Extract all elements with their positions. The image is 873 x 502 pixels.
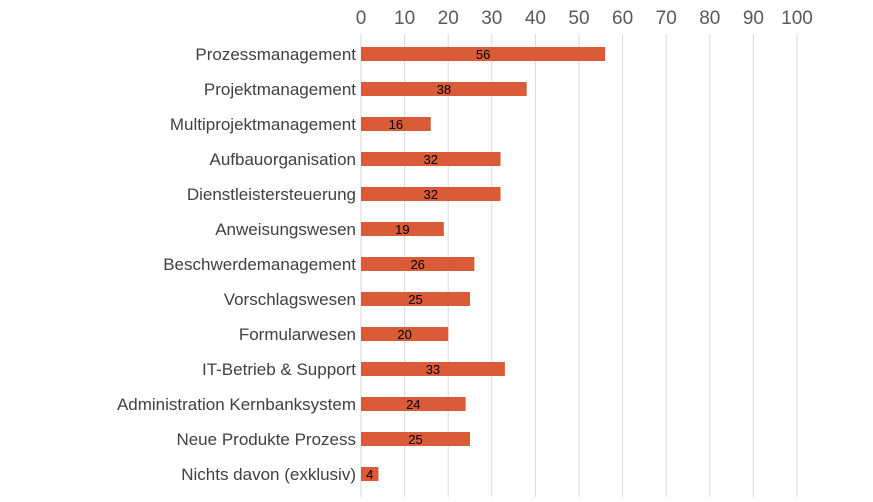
bar: [361, 292, 470, 306]
data-label: 33: [426, 362, 440, 377]
x-tick-label: 60: [612, 8, 633, 29]
data-label: 16: [389, 117, 403, 132]
data-label: 25: [408, 432, 422, 447]
bar: [361, 222, 444, 236]
data-label: 32: [424, 152, 438, 167]
bar: [361, 257, 475, 271]
x-axis-ticks: 0 10 20 30 40 50 60 70 80 90 100: [356, 8, 813, 29]
bar: [361, 327, 449, 341]
category-label: Administration Kernbanksystem: [117, 395, 356, 414]
data-label: 24: [406, 397, 420, 412]
category-label: Aufbauorganisation: [209, 150, 356, 169]
data-label: 4: [366, 467, 373, 482]
bar: [361, 82, 527, 96]
category-label: Projektmanagement: [204, 80, 356, 99]
x-tick-label: 30: [481, 8, 502, 29]
category-labels: Prozessmanagement Projektmanagement Multip…: [117, 45, 356, 484]
bar: [361, 117, 431, 131]
category-label: Neue Produkte Prozess: [176, 430, 356, 449]
x-tick-label: 50: [568, 8, 589, 29]
x-tick-label: 40: [525, 8, 546, 29]
bar: [361, 47, 606, 61]
x-tick-label: 80: [699, 8, 720, 29]
data-label: 32: [424, 187, 438, 202]
data-label: 26: [410, 257, 424, 272]
bars: [361, 47, 606, 481]
x-tick-label: 70: [656, 8, 677, 29]
category-label: Anweisungswesen: [215, 220, 356, 239]
category-label: IT-Betrieb & Support: [202, 360, 356, 379]
bar: [361, 432, 470, 446]
category-label: Dienstleistersteuerung: [187, 185, 356, 204]
bar: [361, 467, 379, 481]
data-label: 19: [395, 222, 409, 237]
category-label: Nichts davon (exklusiv): [181, 465, 356, 484]
data-labels: 56 38 16 32 32 19 26 25 20 33 24 25 4: [366, 47, 490, 482]
category-label: Formularwesen: [239, 325, 356, 344]
x-tick-label: 10: [394, 8, 415, 29]
x-tick-label: 100: [781, 8, 813, 29]
bar: [361, 187, 501, 201]
bar: [361, 362, 505, 376]
data-label: 25: [408, 292, 422, 307]
data-label: 56: [476, 47, 490, 62]
bar: [361, 397, 466, 411]
category-label: Prozessmanagement: [195, 45, 356, 64]
category-label: Vorschlagswesen: [224, 290, 356, 309]
category-label: Multiprojektmanagement: [170, 115, 356, 134]
gridlines: [360, 34, 798, 497]
category-label: Beschwerdemanagement: [163, 255, 356, 274]
data-label: 38: [437, 82, 451, 97]
x-tick-label: 90: [743, 8, 764, 29]
x-tick-label: 20: [438, 8, 459, 29]
x-tick-label: 0: [356, 8, 367, 29]
bar: [361, 152, 501, 166]
data-label: 20: [397, 327, 411, 342]
